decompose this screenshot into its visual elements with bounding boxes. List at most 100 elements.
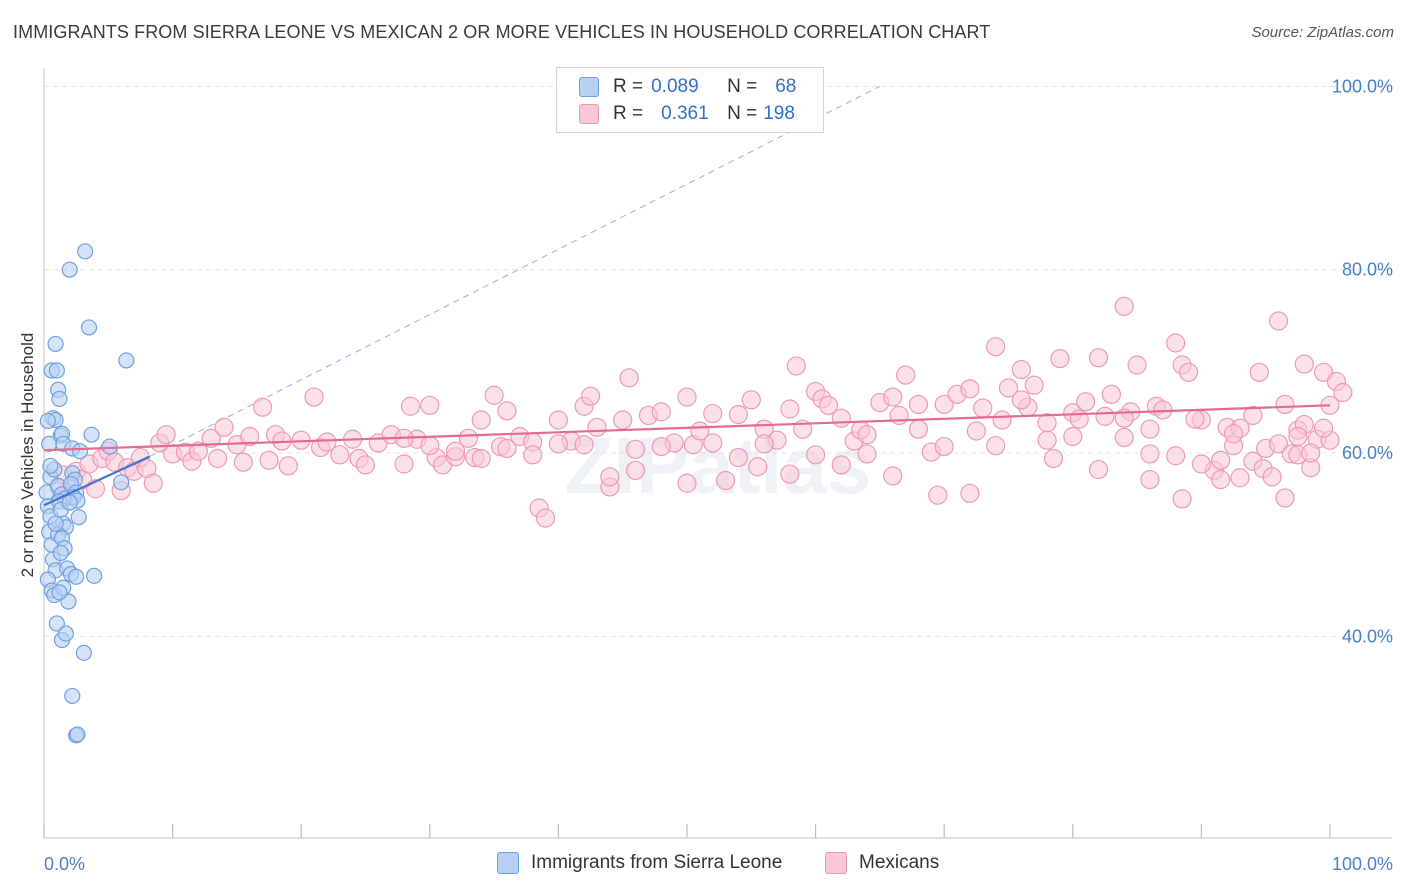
mexican-point	[1043, 448, 1064, 469]
mexican-point	[986, 436, 1006, 456]
sierra-point	[68, 568, 85, 585]
mexican-point	[471, 448, 491, 469]
mexican-point	[548, 434, 569, 454]
mexican-point	[1288, 426, 1308, 447]
sierra-point	[51, 390, 68, 408]
mexican-point	[1166, 446, 1186, 466]
mexican-point	[780, 464, 800, 484]
mexican-point	[896, 365, 916, 385]
mexican-point	[240, 426, 260, 447]
legend-swatch-sierra	[579, 77, 599, 97]
mexican-point	[1243, 405, 1263, 426]
mexican-point	[973, 398, 993, 418]
mexican-point	[330, 445, 350, 465]
mexican-point	[651, 436, 671, 457]
legend-n-label: N =	[727, 103, 758, 124]
mexican-point	[1037, 413, 1057, 433]
mexican-point	[445, 441, 466, 461]
mexican-point	[1114, 427, 1134, 448]
mexican-point	[1050, 348, 1070, 369]
mexican-point	[651, 402, 671, 422]
mexican-point	[818, 395, 839, 415]
mexican-point	[619, 368, 639, 388]
mexican-point	[992, 410, 1012, 430]
mexican-point	[1063, 426, 1083, 447]
legend-swatch-mexican	[825, 852, 847, 874]
mexican-point	[883, 466, 903, 486]
mexican-point	[1275, 488, 1295, 508]
sierra-point	[64, 687, 81, 705]
sierra-point	[69, 726, 86, 743]
sierra-point	[39, 412, 56, 430]
mexican-point	[934, 394, 954, 415]
mexican-point	[156, 425, 176, 445]
mexican-point	[1178, 362, 1199, 382]
mexican-point	[497, 401, 517, 421]
mexican-point	[1275, 394, 1295, 415]
legend-r-value: 0.361	[661, 103, 709, 124]
mexican-point	[317, 432, 337, 452]
mexican-point	[1140, 469, 1160, 490]
mexican-point	[458, 428, 478, 448]
mexican-point	[728, 404, 749, 425]
legend-item-mexican[interactable]: Mexicans	[825, 852, 939, 874]
mexican-point	[1268, 434, 1289, 454]
sierra-point	[61, 494, 78, 511]
mexican-point	[625, 439, 646, 459]
mexican-point	[535, 508, 556, 528]
mexican-point	[304, 387, 324, 407]
sierra-point	[118, 352, 135, 369]
sierra-point	[42, 457, 59, 474]
mexican-point	[986, 337, 1006, 357]
mexican-point	[831, 408, 851, 428]
legend-item-sierra[interactable]: Immigrants from Sierra Leone	[497, 852, 782, 874]
legend-r-label: R =	[613, 103, 644, 124]
mexican-point	[960, 483, 980, 503]
mexican-point	[574, 435, 594, 455]
mexican-point	[143, 473, 163, 493]
sierra-point	[70, 509, 87, 526]
y-axis-label: 2 or more Vehicles in Household	[18, 333, 37, 578]
legend-r-label: R =	[613, 76, 644, 97]
mexican-point	[883, 387, 903, 407]
mexican-point	[1101, 384, 1121, 404]
mexican-point	[420, 395, 440, 415]
mexican-point	[1166, 333, 1186, 353]
mexican-point	[484, 385, 504, 405]
mexican-point	[786, 356, 806, 376]
mexican-point	[1088, 348, 1109, 368]
mexican-point	[1095, 406, 1115, 426]
mexican-point	[1037, 430, 1057, 450]
chart-title: IMMIGRANTS FROM SIERRA LEONE VS MEXICAN …	[13, 22, 991, 42]
sierra-trend-dashed	[149, 85, 881, 458]
sierra-trend-line	[43, 455, 150, 507]
mexican-point	[677, 387, 697, 407]
mexican-point	[908, 394, 929, 415]
mexican-point	[960, 379, 980, 399]
mexican-point	[715, 470, 736, 491]
series-legend: Immigrants from Sierra Leone Mexicans	[0, 852, 1406, 878]
mexican-point	[1127, 355, 1147, 375]
x-tick-label-max: 100.0%	[1332, 854, 1393, 874]
y-tick-label: 40.0%	[1342, 626, 1393, 646]
mexican-point	[1294, 354, 1314, 374]
y-tick-label: 100.0%	[1332, 76, 1393, 96]
mexican-point	[1313, 418, 1334, 438]
mexican-point	[831, 455, 851, 475]
mexican-point	[677, 473, 697, 493]
mexican-point	[1011, 359, 1031, 380]
watermark: ZIPatlas	[565, 421, 872, 510]
mexican-point	[889, 405, 909, 426]
mexican-point	[1076, 392, 1096, 412]
mexican-point	[928, 485, 948, 505]
mexican-point	[1249, 362, 1269, 382]
mexican-point	[1172, 489, 1192, 509]
sierra-point	[71, 443, 89, 460]
y-tick-label: 60.0%	[1342, 443, 1393, 463]
sierra-point	[75, 644, 92, 661]
tick-labels: 40.0% 60.0% 80.0% 100.0% 0.0% 100.0%	[44, 76, 1393, 874]
mexican-point	[1333, 382, 1353, 403]
mexican-point	[600, 467, 620, 487]
legend-n-label: N =	[727, 76, 758, 97]
mexican-point	[703, 433, 723, 453]
